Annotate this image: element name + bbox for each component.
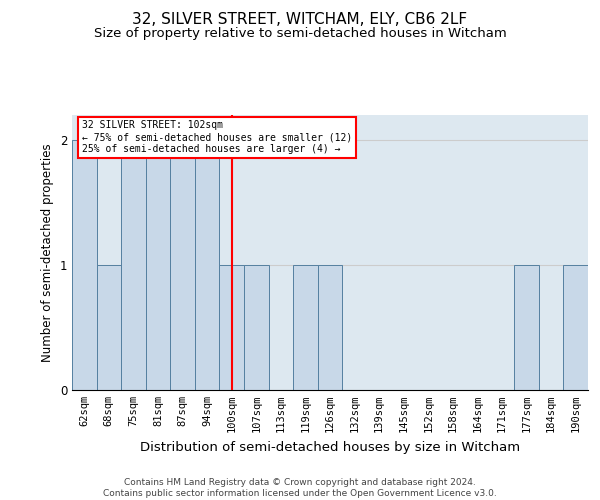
Bar bbox=[563, 265, 588, 390]
Bar bbox=[97, 265, 121, 390]
Bar bbox=[146, 140, 170, 390]
Text: 32, SILVER STREET, WITCHAM, ELY, CB6 2LF: 32, SILVER STREET, WITCHAM, ELY, CB6 2LF bbox=[133, 12, 467, 28]
Bar bbox=[318, 265, 342, 390]
Bar bbox=[514, 265, 539, 390]
Bar bbox=[293, 265, 318, 390]
Text: Contains HM Land Registry data © Crown copyright and database right 2024.
Contai: Contains HM Land Registry data © Crown c… bbox=[103, 478, 497, 498]
Y-axis label: Number of semi-detached properties: Number of semi-detached properties bbox=[41, 143, 54, 362]
Bar bbox=[72, 140, 97, 390]
Bar bbox=[170, 140, 195, 390]
Bar bbox=[244, 265, 269, 390]
Bar bbox=[220, 265, 244, 390]
Text: 32 SILVER STREET: 102sqm
← 75% of semi-detached houses are smaller (12)
25% of s: 32 SILVER STREET: 102sqm ← 75% of semi-d… bbox=[82, 120, 353, 154]
Bar bbox=[195, 140, 220, 390]
Text: Size of property relative to semi-detached houses in Witcham: Size of property relative to semi-detach… bbox=[94, 28, 506, 40]
X-axis label: Distribution of semi-detached houses by size in Witcham: Distribution of semi-detached houses by … bbox=[140, 440, 520, 454]
Bar bbox=[121, 140, 146, 390]
